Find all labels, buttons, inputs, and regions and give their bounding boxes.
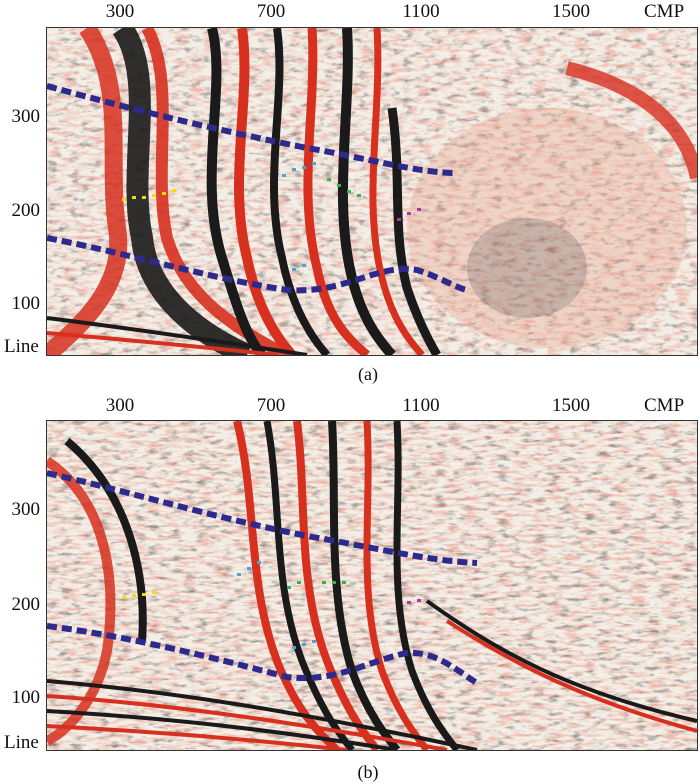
- x-tick-label: 700: [256, 395, 286, 416]
- y-tick-label: 200: [11, 594, 41, 615]
- y-axis-unit: Line: [4, 336, 39, 357]
- seismic-section-a: [46, 27, 698, 356]
- panel-caption: (a): [358, 364, 378, 384]
- seismic-image-b: [47, 421, 697, 750]
- y-tick-label: 300: [11, 106, 41, 127]
- y-tick-label: 200: [11, 200, 41, 221]
- x-axis-unit: CMP: [644, 395, 685, 416]
- seismic-image-a: [47, 28, 697, 355]
- x-tick-label: 1500: [552, 395, 590, 416]
- x-tick-label: 700: [256, 1, 286, 22]
- y-tick-label: 100: [11, 687, 41, 708]
- x-tick-label: 1100: [402, 1, 440, 22]
- panel-caption: (b): [357, 762, 379, 782]
- x-tick-label: 1500: [552, 1, 590, 22]
- x-tick-label: 1100: [402, 395, 440, 416]
- x-axis-unit: CMP: [644, 1, 685, 22]
- y-tick-label: 100: [11, 293, 41, 314]
- y-tick-label: 300: [11, 499, 41, 520]
- seismic-section-b: [46, 420, 698, 751]
- x-tick-label: 300: [105, 395, 135, 416]
- x-tick-label: 300: [105, 1, 135, 22]
- y-axis-unit: Line: [4, 732, 39, 753]
